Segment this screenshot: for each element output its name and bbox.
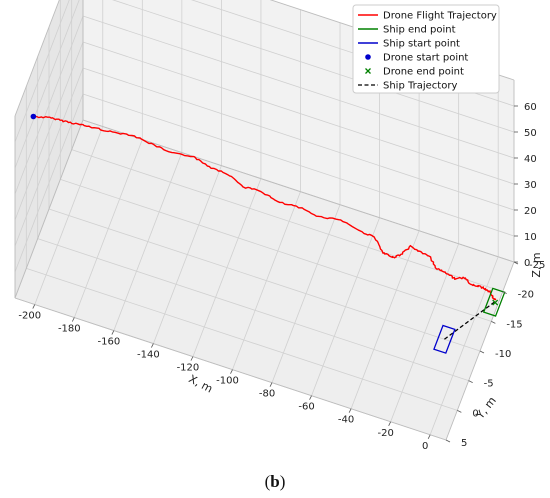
x-tick-mark — [269, 382, 273, 387]
grid-line-z-side — [14, 0, 70, 143]
tick-labels: -200-180-160-140-120-100-80-60-40-200 50-… — [18, 102, 545, 452]
pane-edge — [82, 119, 515, 263]
legend-label-ship-end: Ship end point — [383, 25, 456, 36]
z-tick-label: 0 — [524, 258, 530, 269]
caption-letter: b — [270, 472, 280, 491]
y-tick-mark — [491, 320, 496, 324]
grid-line-z-side — [14, 67, 84, 247]
z-tick-label: 30 — [524, 180, 537, 191]
legend-label-ship-trajectory: Ship Trajectory — [383, 81, 457, 92]
z-tick-label: 40 — [524, 154, 537, 165]
legend-swatch-drone-start — [365, 54, 371, 60]
grid-line-z-side — [14, 41, 84, 221]
y-tick-mark — [479, 350, 485, 354]
legend: Drone Flight Trajectory Ship end point S… — [352, 4, 500, 94]
x-tick-mark — [151, 343, 154, 348]
legend-label-drone-end: Drone end point — [383, 67, 464, 78]
z-axis-label: Z, m — [530, 252, 543, 277]
grid-line-z-back — [112, 0, 515, 133]
y-tick-label: -20 — [518, 290, 534, 301]
grid-line-y-floor — [60, 178, 492, 322]
grid-line-y-floor — [26, 267, 458, 411]
x-tick-label: -200 — [18, 311, 41, 322]
x-tick-label: -60 — [298, 402, 314, 413]
y-tick-mark — [468, 380, 473, 384]
y-tick-mark — [457, 409, 462, 413]
x-axis-label: X, m — [186, 372, 214, 395]
pane-edge — [14, 0, 60, 117]
x-tick-label: -160 — [98, 337, 121, 348]
y-tick-label: -10 — [495, 349, 511, 360]
grid-line-y-floor — [37, 238, 469, 382]
grid-line-z-back — [82, 15, 515, 159]
drone-trajectory-line — [33, 115, 497, 301]
ship-trajectory-line — [444, 301, 495, 340]
y-tick-label: 5 — [461, 438, 467, 449]
x-tick-mark — [348, 408, 352, 413]
z-tick-label: 10 — [524, 232, 537, 243]
x-tick-mark — [32, 304, 36, 309]
y-tick-label: -5 — [484, 379, 494, 390]
pane-edge — [14, 119, 84, 299]
x-tick-mark — [71, 317, 75, 322]
legend-box — [352, 4, 500, 94]
legend-swatch-drone-end — [365, 68, 371, 74]
z-tick-label: 60 — [524, 102, 537, 113]
grid-line-z-back — [82, 41, 515, 185]
x-tick-mark — [230, 369, 233, 374]
x-tick-mark — [309, 395, 312, 400]
grid-line-y-floor — [71, 149, 503, 293]
ship-end-point-marker — [482, 287, 506, 317]
y-tick-mark — [445, 439, 451, 443]
figure-caption: (b) — [0, 472, 550, 492]
pane-edge — [14, 297, 447, 441]
grid-line-z-back — [82, 67, 515, 211]
legend-label-drone-trajectory: Drone Flight Trajectory — [383, 11, 497, 22]
x-tick-label: -100 — [216, 376, 239, 387]
grid-line-y-floor — [48, 208, 481, 352]
x-tick-label: -140 — [137, 350, 160, 361]
x-tick-mark — [427, 434, 431, 439]
drone-start-point-marker — [30, 113, 37, 120]
legend-label-ship-start: Ship start point — [383, 39, 460, 50]
x-tick-label: -40 — [338, 415, 354, 426]
drone-end-point-marker — [492, 299, 499, 306]
ship-start-point-marker — [433, 324, 456, 354]
x-tick-label: 0 — [422, 441, 428, 452]
x-tick-label: -180 — [58, 324, 81, 335]
legend-label-drone-start: Drone start point — [383, 53, 468, 64]
grid-line-z-side — [14, 15, 84, 195]
y-tick-label: -25 — [529, 260, 545, 271]
grid-line-z-side — [14, 0, 80, 169]
grid-line-z-back — [82, 93, 515, 237]
z-tick-label: 50 — [524, 128, 537, 139]
x-tick-mark — [111, 330, 115, 335]
x-tick-label: -20 — [377, 428, 393, 439]
y-tick-mark — [502, 291, 507, 295]
y-tick-label: 0 — [472, 408, 478, 419]
caption-close: ) — [279, 472, 286, 491]
x-tick-label: -120 — [177, 363, 200, 374]
x-tick-label: -80 — [259, 389, 275, 400]
caption-open: ( — [264, 472, 271, 491]
x-tick-mark — [190, 356, 194, 361]
y-tick-label: -15 — [506, 319, 522, 330]
z-tick-label: 20 — [524, 206, 537, 217]
x-tick-mark — [388, 421, 391, 426]
series-layer — [30, 113, 506, 354]
